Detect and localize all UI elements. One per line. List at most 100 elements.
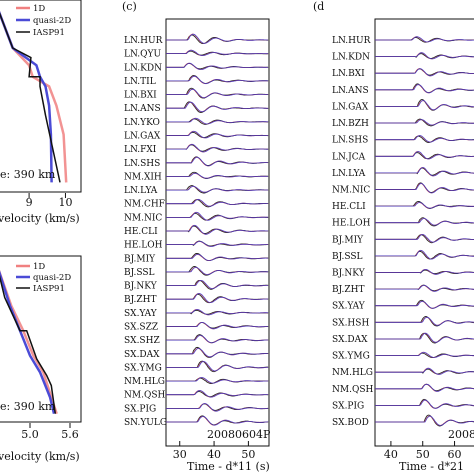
station-label: BJ.ZHT: [332, 285, 365, 295]
waveform-trace: [375, 284, 474, 292]
waveform-trace: [166, 34, 269, 45]
waveform-trace: [375, 166, 474, 177]
x-tick-label: 30: [173, 448, 187, 461]
waveform-trace: [166, 403, 269, 412]
waveform-trace: [166, 416, 269, 426]
waveform-trace: [166, 88, 269, 99]
waveform-trace: [166, 33, 269, 44]
waveform-trace: [166, 117, 269, 125]
waveform-trace: [375, 414, 474, 427]
panel-a-depth-label: e: 390 km: [0, 168, 56, 181]
station-label: NM.HLG: [124, 377, 165, 387]
station-label: LN.GAX: [124, 132, 161, 142]
station-label: LN.HUR: [332, 36, 371, 46]
station-label: HE.LOH: [124, 241, 163, 251]
legend-1d: 1D: [33, 4, 45, 14]
waveform-trace: [375, 367, 474, 375]
station-label: LN.BXI: [332, 69, 365, 79]
waveform-trace: [166, 49, 269, 56]
panel-b-frame: [0, 255, 82, 423]
x-tick-label: 5.0: [21, 428, 39, 441]
waveform-trace: [166, 62, 269, 70]
station-label: SX.PIG: [332, 401, 364, 411]
legend-1d-b: 1D: [33, 262, 45, 272]
waveform-trace: [375, 52, 474, 60]
waveform-trace: [166, 240, 269, 247]
x-tick-label: 60: [448, 448, 462, 461]
waveform-trace: [166, 321, 269, 330]
station-label: LN.LYA: [124, 186, 158, 196]
station-label: NM.NIC: [332, 185, 370, 195]
profile-line-quasi-2d: [0, 270, 56, 414]
station-label: LN.SHS: [332, 136, 368, 146]
station-label: NM.NIC: [124, 213, 162, 223]
waveform-trace: [375, 300, 474, 309]
waveform-trace: [375, 118, 474, 127]
waveform-trace: [375, 399, 474, 409]
station-label: BJ.ZHT: [124, 295, 157, 305]
waveform-trace: [375, 217, 474, 226]
panel-d-letter: (d: [313, 0, 324, 13]
waveform-trace: [166, 33, 269, 44]
waveform-trace: [166, 130, 269, 139]
station-label: LN.TIL: [124, 77, 156, 87]
waveform-trace: [166, 377, 269, 384]
waveform-trace: [375, 100, 474, 111]
waveform-trace: [166, 212, 269, 221]
waveform-trace: [166, 266, 269, 275]
waveform-trace: [166, 416, 269, 426]
station-label: LN.ANS: [332, 86, 369, 96]
station-label: SX.SZZ: [124, 323, 158, 333]
waveform-trace: [375, 233, 474, 243]
waveform-trace: [375, 332, 474, 343]
panel-a-frame: [0, 0, 82, 193]
waveform-trace: [166, 62, 269, 71]
legend-quasi-2d-b: quasi-2D: [33, 273, 71, 283]
legend-quasi-2d: quasi-2D: [33, 16, 71, 26]
station-label: SX.PIG: [124, 404, 156, 414]
x-tick-label: 40: [384, 448, 398, 461]
panel-d-event: 20080: [448, 428, 474, 441]
waveform-trace: [166, 334, 269, 344]
waveform-trace: [375, 383, 474, 392]
waveform-trace: [166, 279, 269, 290]
waveform-trace: [166, 360, 269, 372]
waveform-trace: [166, 254, 269, 261]
waveform-trace: [166, 334, 269, 344]
waveform-trace: [166, 322, 269, 329]
station-label: LN.JCA: [332, 152, 366, 162]
waveform-trace: [166, 225, 269, 235]
legend-iasp91: IASP91: [33, 28, 65, 38]
waveform-trace: [375, 100, 474, 111]
waveform-trace: [166, 224, 269, 235]
waveform-trace: [166, 198, 269, 207]
station-label: LN.KDN: [332, 53, 370, 63]
station-label: BJ.SSL: [124, 268, 155, 278]
waveform-trace: [166, 185, 269, 193]
station-label: NM.HLG: [332, 368, 373, 378]
station-label: NM.QSH: [124, 391, 165, 401]
station-label: HE.CLI: [124, 227, 158, 237]
station-label: NM.QSH: [332, 385, 373, 395]
waveform-trace: [375, 83, 474, 94]
waveform-trace: [375, 84, 474, 94]
station-label: SX.DAX: [124, 350, 160, 360]
waveform-trace: [166, 143, 269, 153]
waveform-trace: [166, 131, 269, 139]
x-tick-label: 50: [241, 448, 255, 461]
station-label: BJ.NKY: [332, 269, 366, 279]
panel-a-legend: 1D quasi-2D IASP91: [16, 4, 71, 38]
station-label: LN.SHS: [124, 159, 160, 169]
waveform-trace: [166, 279, 269, 289]
station-label: SX.YAY: [124, 309, 158, 319]
panel-a-xlabel: velocity (km/s): [0, 212, 80, 225]
waveform-trace: [375, 415, 474, 426]
waveform-trace: [375, 351, 474, 358]
waveform-trace: [375, 202, 474, 209]
waveform-trace: [166, 101, 269, 113]
waveform-trace: [166, 335, 269, 344]
waveform-trace: [375, 135, 474, 143]
station-label: SX.YMG: [332, 352, 370, 362]
panel-d-xlabel: Time - d*21: [399, 460, 464, 473]
